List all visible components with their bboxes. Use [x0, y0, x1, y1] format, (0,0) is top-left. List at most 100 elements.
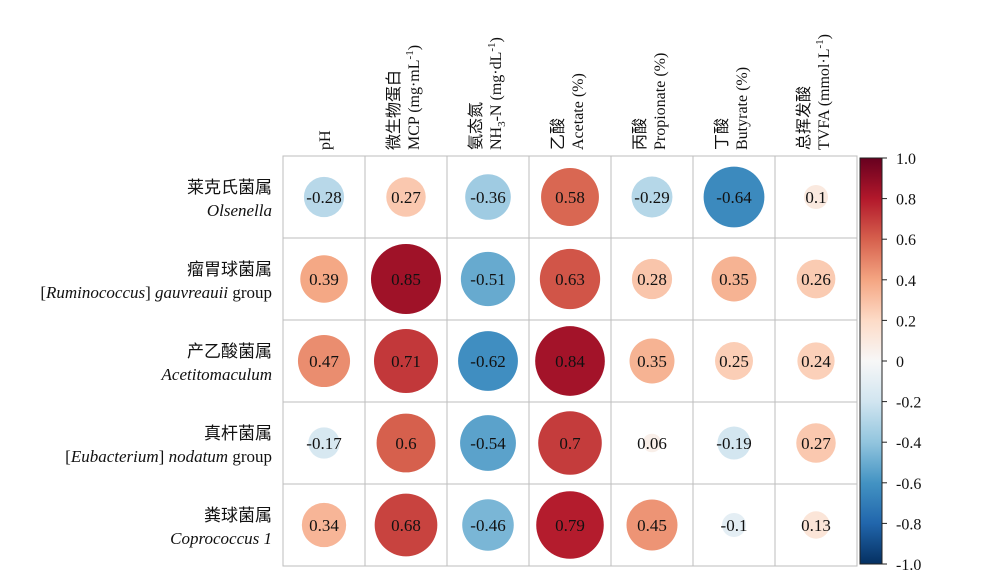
- colorbar-tick-label: -0.6: [896, 476, 921, 493]
- correlation-circle: [535, 326, 605, 396]
- colorbar-tick-label: 0.6: [896, 232, 916, 249]
- colorbar-tick-label: 0.8: [896, 192, 916, 209]
- correlation-value-label: -0.28: [306, 188, 341, 207]
- correlation-grid: -0.28 0.27 -0.36 0.58 -0.29 -0.64 0.1 0.39 0.85 -…: [282, 155, 858, 567]
- correlation-value-label: 0.39: [309, 270, 339, 289]
- column-label-line1: pH: [317, 130, 334, 150]
- correlation-value-label: -0.29: [634, 188, 669, 207]
- correlation-value-label: 0.27: [391, 188, 421, 207]
- column-label: 丁酸 Butyrate (%): [713, 67, 751, 150]
- correlation-value-label: -0.19: [716, 434, 751, 453]
- correlation-circle: [629, 338, 675, 384]
- column-label: 丙酸 Propionate (%): [631, 53, 669, 150]
- correlation-circle: [796, 259, 836, 299]
- correlation-circle: [297, 334, 351, 388]
- correlation-value-label: -0.64: [716, 188, 752, 207]
- correlation-circle: [374, 493, 438, 557]
- correlation-circle: [802, 511, 830, 539]
- correlation-circle: [308, 427, 340, 459]
- column-label: 乙酸 Acetate (%): [549, 73, 587, 150]
- row-label-cn: 瘤胃球菌属: [187, 260, 272, 279]
- row-label-cn: 真杆菌属: [204, 424, 272, 443]
- correlation-value-label: 0.26: [801, 270, 831, 289]
- correlation-value-label: -0.46: [470, 516, 505, 535]
- column-label: 微生物蛋白 MCP (mg·mL-1): [385, 45, 423, 150]
- correlation-circle: [373, 328, 439, 394]
- column-label-line1: 微生物蛋白: [385, 70, 403, 150]
- colorbar-gradient: [859, 157, 883, 565]
- correlation-value-label: -0.62: [470, 352, 505, 371]
- correlation-circle: [703, 166, 765, 228]
- correlation-value-label: 0.06: [637, 434, 667, 453]
- correlation-value-label: -0.54: [470, 434, 506, 453]
- row-label-en: [Ruminococcus] gauvreauii group: [40, 283, 272, 302]
- correlation-circle: [721, 512, 747, 538]
- correlation-circle: [538, 411, 602, 475]
- colorbar-tick-label: 0.2: [896, 313, 916, 330]
- correlation-value-label: -0.1: [721, 516, 748, 535]
- correlation-value-label: 0.13: [801, 516, 831, 535]
- colorbar-tick-label: 1.0: [896, 151, 916, 168]
- column-labels: pH 微生物蛋白 MCP (mg·mL-1) 氨态氮 NH3-N (mg·dL-1) 乙酸…: [317, 34, 833, 150]
- row-label: 产乙酸菌属 Acetitomaculum: [161, 342, 272, 384]
- correlation-circle: [631, 176, 673, 218]
- correlation-circle: [460, 415, 516, 471]
- column-label-line1: 氨态氮: [467, 102, 485, 150]
- column-label-line2: Butyrate (%): [734, 67, 751, 150]
- correlation-value-label: 0.35: [719, 270, 749, 289]
- correlation-value-label: 0.6: [395, 434, 416, 453]
- colorbar-tick-label: -1.0: [896, 557, 921, 574]
- correlation-value-label: 0.28: [637, 270, 667, 289]
- row-labels: 莱克氏菌属 Olsenella 瘤胃球菌属 [Ruminococcus] gauvre…: [40, 178, 272, 548]
- row-label-cn: 粪球菌属: [204, 506, 272, 525]
- colorbar: 1.0 0.8 0.6 0.4 0.2 0 -0.2 -0.4 -0.6 -0.8 -1.0: [859, 151, 921, 574]
- colorbar-tick-label: 0: [896, 354, 904, 371]
- correlation-value-label: 0.58: [555, 188, 585, 207]
- correlation-value-label: 0.63: [555, 270, 585, 289]
- correlation-value-label: 0.24: [801, 352, 831, 371]
- row-label: 真杆菌属 [Eubacterium] nodatum group: [65, 424, 272, 466]
- correlation-value-label: 0.84: [555, 352, 585, 371]
- correlation-value-label: 0.45: [637, 516, 667, 535]
- correlation-value-label: -0.36: [470, 188, 505, 207]
- row-label-cn: 莱克氏菌属: [187, 178, 272, 197]
- correlation-value-label: 0.85: [391, 270, 421, 289]
- correlation-circle: [458, 331, 518, 391]
- correlation-value-label: 0.1: [805, 188, 826, 207]
- column-label-line1: 丁酸: [713, 118, 731, 150]
- correlation-circle: [300, 255, 348, 303]
- colorbar-tick-label: -0.4: [896, 435, 921, 452]
- correlation-value-label: 0.47: [309, 352, 339, 371]
- correlation-circle: [796, 423, 836, 463]
- correlation-circle: [462, 499, 514, 551]
- column-label-line2: MCP (mg·mL-1): [404, 45, 423, 150]
- row-label-en: Acetitomaculum: [161, 365, 272, 384]
- row-label-en: Olsenella: [207, 201, 272, 220]
- row-label-en: Coprococcus 1: [170, 529, 272, 548]
- correlation-value-label: 0.79: [555, 516, 585, 535]
- correlation-circle: [541, 168, 599, 226]
- correlation-circle: [370, 243, 442, 315]
- correlation-circle: [717, 426, 751, 460]
- row-label: 粪球菌属 Coprococcus 1: [170, 506, 272, 548]
- correlation-circle: [303, 176, 345, 218]
- correlation-value-label: 0.68: [391, 516, 421, 535]
- correlation-circle: [626, 499, 678, 551]
- column-label-line2: NH3-N (mg·dL-1): [486, 37, 508, 150]
- row-label: 莱克氏菌属 Olsenella: [187, 178, 272, 220]
- correlation-value-label: -0.17: [306, 434, 342, 453]
- correlation-value-label: 0.34: [309, 516, 339, 535]
- column-label-line2: Acetate (%): [570, 73, 587, 150]
- correlation-circle: [376, 413, 436, 473]
- column-label-line1: 总挥发酸: [795, 86, 813, 150]
- colorbar-tick-label: -0.2: [896, 395, 921, 412]
- correlation-value-label: 0.35: [637, 352, 667, 371]
- row-label: 瘤胃球菌属 [Ruminococcus] gauvreauii group: [40, 260, 272, 302]
- column-label: pH: [317, 130, 334, 150]
- colorbar-tick-label: -0.8: [896, 516, 921, 533]
- correlation-circle: [301, 502, 347, 548]
- correlation-circle: [460, 251, 516, 307]
- correlation-circle: [386, 177, 426, 217]
- row-label-cn: 产乙酸菌属: [187, 342, 272, 361]
- column-label-line2: TVFA (mmol·L-1): [814, 34, 833, 150]
